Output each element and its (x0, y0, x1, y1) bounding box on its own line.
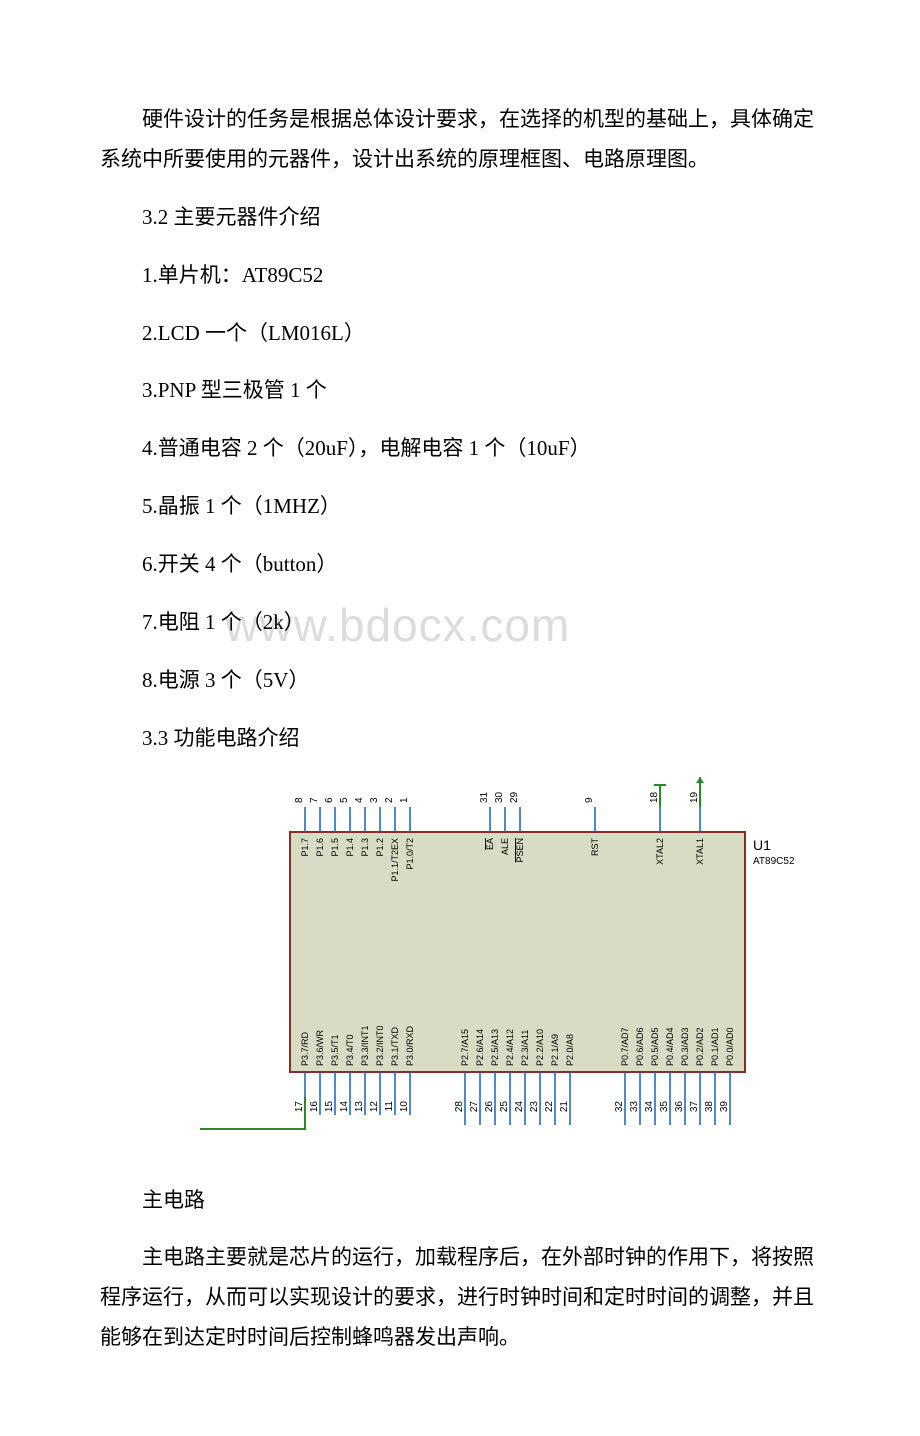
svg-text:P3.3/INT1: P3.3/INT1 (360, 1025, 370, 1066)
component-3: 3.PNP 型三极管 1 个 (100, 371, 820, 411)
svg-text:34: 34 (644, 1100, 655, 1112)
svg-text:P0.5/AD5: P0.5/AD5 (650, 1027, 660, 1066)
svg-text:35: 35 (659, 1100, 670, 1112)
svg-text:P3.5/T1: P3.5/T1 (330, 1034, 340, 1066)
svg-text:30: 30 (494, 791, 505, 803)
svg-text:1: 1 (399, 797, 410, 803)
svg-text:3: 3 (369, 797, 380, 803)
svg-text:17: 17 (294, 1100, 305, 1112)
svg-text:P2.4/A12: P2.4/A12 (505, 1029, 515, 1066)
svg-text:21: 21 (559, 1100, 570, 1112)
svg-text:14: 14 (339, 1100, 350, 1112)
svg-text:P2.1/A9: P2.1/A9 (550, 1034, 560, 1066)
svg-text:P0.3/AD3: P0.3/AD3 (680, 1027, 690, 1066)
svg-text:P1.0/T2: P1.0/T2 (405, 838, 415, 870)
svg-text:P3.4/T0: P3.4/T0 (345, 1034, 355, 1066)
svg-text:P2.7/A15: P2.7/A15 (460, 1029, 470, 1066)
svg-text:4: 4 (354, 797, 365, 803)
svg-text:22: 22 (544, 1100, 555, 1112)
main-circuit-description: 主电路主要就是芯片的运行，加载程序后，在外部时钟的作用下，将按照程序运行，从而可… (100, 1238, 820, 1358)
svg-text:13: 13 (354, 1100, 365, 1112)
component-5: 5.晶振 1 个（1MHZ） (100, 487, 820, 527)
svg-text:15: 15 (324, 1100, 335, 1112)
svg-text:P3.6/WR: P3.6/WR (315, 1029, 325, 1066)
svg-text:18: 18 (649, 791, 660, 803)
svg-text:19: 19 (689, 791, 700, 803)
svg-text:P1.5: P1.5 (330, 838, 340, 857)
svg-text:EA: EA (485, 838, 495, 850)
svg-text:12: 12 (369, 1100, 380, 1112)
svg-text:P1.3: P1.3 (360, 838, 370, 857)
svg-text:P0.1/AD1: P0.1/AD1 (710, 1027, 720, 1066)
svg-text:P3.7/RD: P3.7/RD (300, 1031, 310, 1066)
svg-text:39: 39 (719, 1100, 730, 1112)
component-7: 7.电阻 1 个（2k） (100, 603, 820, 643)
component-6: 6.开关 4 个（button） (100, 545, 820, 585)
svg-text:PSEN: PSEN (515, 838, 525, 863)
svg-text:P3.0/RXD: P3.0/RXD (405, 1025, 415, 1066)
svg-text:ALE: ALE (500, 838, 510, 855)
svg-text:5: 5 (339, 797, 350, 803)
component-1: 1.单片机：AT89C52 (100, 256, 820, 296)
component-4: 4.普通电容 2 个（20uF），电解电容 1 个（10uF） (100, 429, 820, 469)
svg-text:P0.7/AD7: P0.7/AD7 (620, 1027, 630, 1066)
svg-text:27: 27 (469, 1100, 480, 1112)
svg-text:P1.1/T2EX: P1.1/T2EX (390, 838, 400, 882)
intro-paragraph: 硬件设计的任务是根据总体设计要求，在选择的机型的基础上，具体确定系统中所要使用的… (100, 100, 820, 180)
svg-text:P1.6: P1.6 (315, 838, 325, 857)
svg-text:29: 29 (509, 791, 520, 803)
svg-text:P2.5/A13: P2.5/A13 (490, 1029, 500, 1066)
svg-text:16: 16 (309, 1100, 320, 1112)
svg-text:28: 28 (454, 1100, 465, 1112)
svg-text:23: 23 (529, 1100, 540, 1112)
svg-text:P0.6/AD6: P0.6/AD6 (635, 1027, 645, 1066)
svg-text:11: 11 (384, 1100, 395, 1111)
svg-text:36: 36 (674, 1100, 685, 1112)
svg-text:P2.2/A10: P2.2/A10 (535, 1029, 545, 1066)
diagram-caption: 主电路 (100, 1181, 820, 1221)
svg-text:25: 25 (499, 1100, 510, 1112)
svg-text:38: 38 (704, 1100, 715, 1112)
svg-text:P3.1/TXD: P3.1/TXD (390, 1026, 400, 1066)
section-3-2-heading: 3.2 主要元器件介绍 (100, 198, 820, 238)
svg-text:32: 32 (614, 1100, 625, 1112)
svg-text:24: 24 (514, 1100, 525, 1112)
svg-text:P3.2/INT0: P3.2/INT0 (375, 1025, 385, 1066)
svg-text:XTAL2: XTAL2 (655, 838, 665, 865)
svg-text:AT89C52: AT89C52 (753, 856, 795, 867)
svg-text:RST: RST (590, 837, 600, 856)
svg-text:8: 8 (294, 797, 305, 803)
component-2: 2.LCD 一个（LM016L） (100, 314, 820, 354)
svg-text:37: 37 (689, 1100, 700, 1112)
svg-text:P2.0/A8: P2.0/A8 (565, 1034, 575, 1066)
svg-text:P0.2/AD2: P0.2/AD2 (695, 1027, 705, 1066)
svg-text:10: 10 (399, 1100, 410, 1112)
svg-text:9: 9 (584, 797, 595, 803)
svg-text:P0.0/AD0: P0.0/AD0 (725, 1027, 735, 1066)
section-3-3-heading: 3.3 功能电路介绍 (100, 719, 820, 759)
svg-text:P2.3/A11: P2.3/A11 (520, 1029, 530, 1065)
component-8: 8.电源 3 个（5V） (100, 661, 820, 701)
svg-text:2: 2 (384, 797, 395, 803)
svg-text:6: 6 (324, 797, 335, 803)
svg-text:33: 33 (629, 1100, 640, 1112)
svg-text:26: 26 (484, 1100, 495, 1112)
svg-text:P0.4/AD4: P0.4/AD4 (665, 1027, 675, 1066)
svg-text:7: 7 (309, 797, 320, 803)
svg-text:XTAL1: XTAL1 (695, 838, 705, 865)
svg-text:P2.6/A14: P2.6/A14 (475, 1029, 485, 1066)
svg-text:P1.4: P1.4 (345, 838, 355, 857)
chip-schematic: 8 P1.7 7 P1.6 6 P1.5 5 P1.4 4 P1.3 3 P1.2 2 P1.1/T2EX… (200, 777, 820, 1161)
svg-text:31: 31 (479, 791, 490, 803)
svg-text:U1: U1 (753, 837, 771, 853)
svg-text:P1.2: P1.2 (375, 838, 385, 857)
svg-text:P1.7: P1.7 (300, 838, 310, 857)
